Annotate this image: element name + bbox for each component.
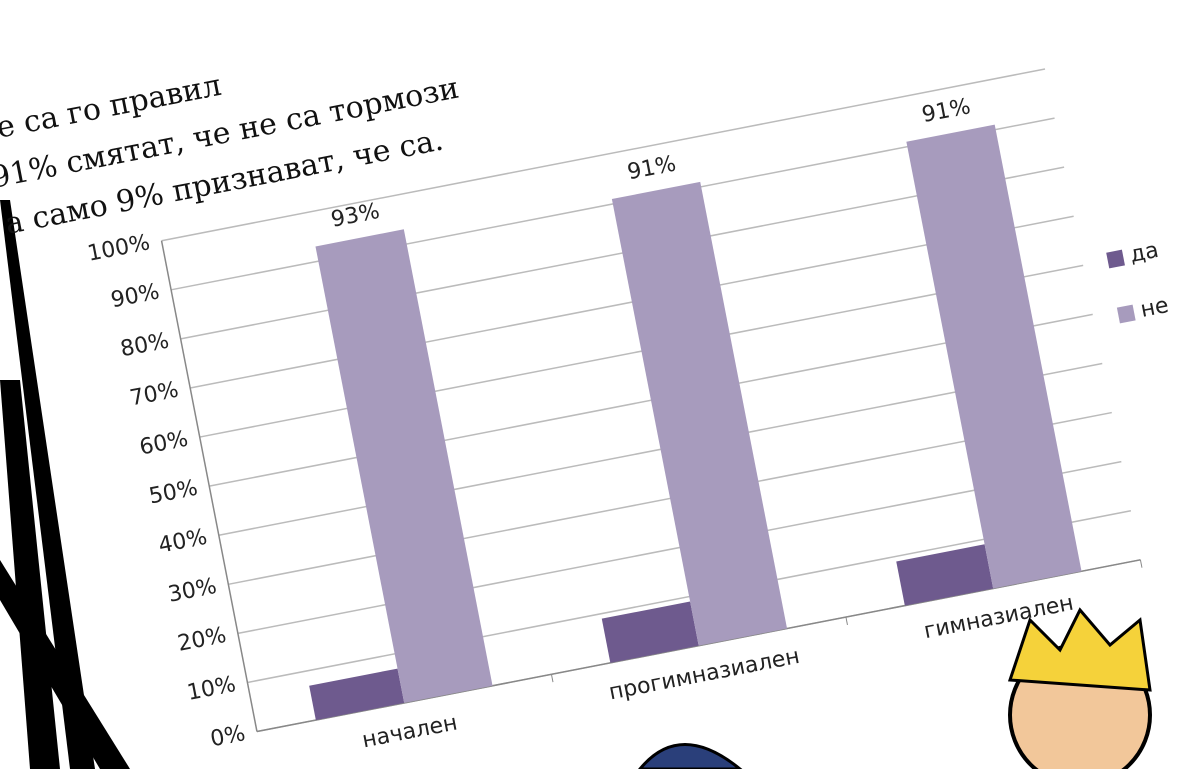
- legend-swatch: [1106, 249, 1125, 269]
- left-stripes: [0, 200, 130, 769]
- legend-label: да: [1128, 238, 1161, 268]
- bar: [601, 601, 699, 663]
- x-tick: [550, 674, 554, 683]
- cartoon: [638, 607, 1152, 769]
- legend-swatch: [1116, 304, 1136, 324]
- legend-label: не: [1139, 293, 1171, 323]
- y-axis: [160, 240, 258, 732]
- x-tick: [1139, 559, 1143, 568]
- bar: [611, 181, 788, 646]
- bar: [315, 229, 493, 703]
- bar: [896, 544, 994, 606]
- bar: [906, 124, 1082, 589]
- grid-line: [161, 68, 1046, 242]
- x-tick: [845, 616, 848, 626]
- bar: [309, 668, 405, 721]
